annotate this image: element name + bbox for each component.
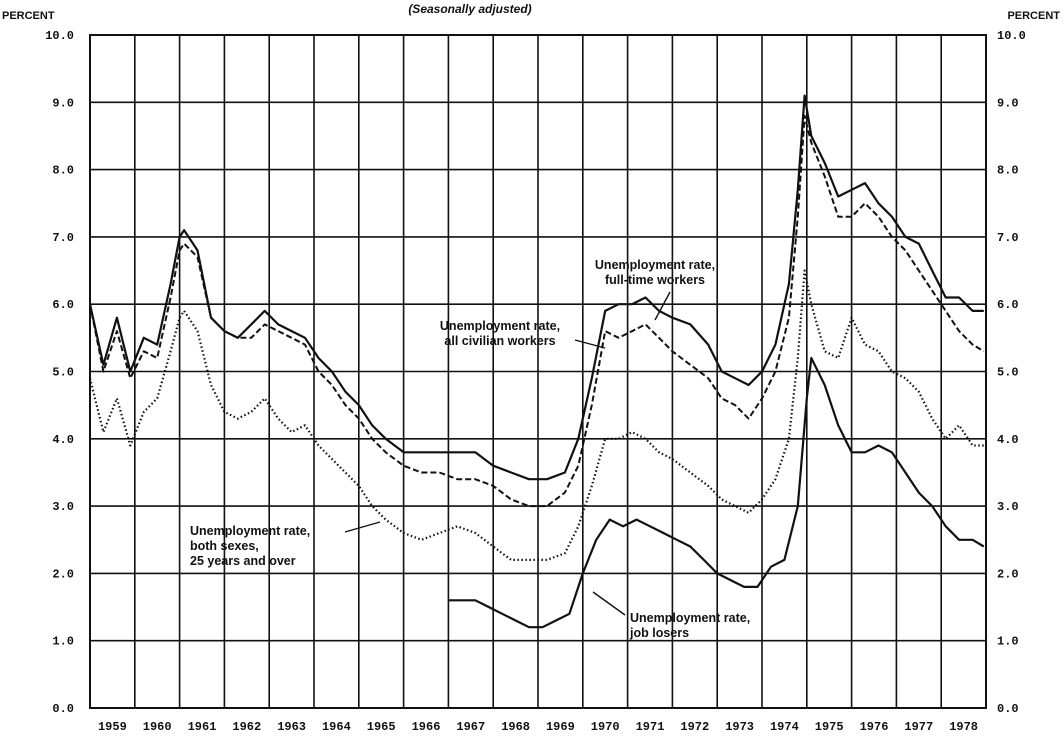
leader-line-job_losers <box>592 591 626 616</box>
y-tick-label-left: 3.0 <box>52 500 74 514</box>
x-tick-label: 1970 <box>591 720 620 734</box>
x-tick-label: 1967 <box>456 720 485 734</box>
annotation-all_civilian: Unemployment rate, all civilian workers <box>440 319 560 348</box>
x-tick-label: 1973 <box>725 720 754 734</box>
x-tick-label: 1972 <box>680 720 709 734</box>
series-group <box>88 94 985 629</box>
x-tick-label: 1977 <box>904 720 933 734</box>
x-tick-label: 1965 <box>367 720 396 734</box>
y-tick-label-right: 1.0 <box>997 635 1019 649</box>
y-tick-label-left: 7.0 <box>52 231 74 245</box>
y-tick-label-right: 2.0 <box>997 567 1019 581</box>
y-tick-label-left: 6.0 <box>52 298 74 312</box>
series-line-both_sexes_25 <box>88 269 984 561</box>
leader-line-both_sexes_25 <box>344 521 381 533</box>
x-tick-label: 1975 <box>815 720 844 734</box>
leader-line-fulltime <box>654 291 671 321</box>
y-unit-left: PERCENT <box>2 10 55 22</box>
annotations: Unemployment rate, full-time workers Unemp… <box>190 258 750 640</box>
x-tick-label: 1966 <box>412 720 441 734</box>
plot-frame <box>89 34 987 709</box>
x-tick-label: 1962 <box>232 720 261 734</box>
x-tick-label: 1978 <box>949 720 978 734</box>
y-tick-label-left: 1.0 <box>52 635 74 649</box>
y-tick-label-right: 4.0 <box>997 433 1019 447</box>
x-tick-label: 1961 <box>188 720 217 734</box>
y-tick-label-left: 5.0 <box>52 366 74 380</box>
y-tick-label-right: 7.0 <box>997 231 1019 245</box>
y-tick-labels-right: 0.0 1.0 2.0 3.0 4.0 5.0 6.0 7.0 8.0 9.0 10.0 <box>997 29 1026 716</box>
y-tick-label-right: 5.0 <box>997 366 1019 380</box>
x-tick-label: 1963 <box>277 720 306 734</box>
y-tick-label-right: 8.0 <box>997 164 1019 178</box>
x-tick-labels: 1959 1960 1961 1962 1963 1964 1965 1966 1967 1968… <box>98 720 978 734</box>
x-tick-label: 1964 <box>322 720 351 734</box>
y-tick-label-left: 2.0 <box>52 567 74 581</box>
x-tick-label: 1976 <box>860 720 889 734</box>
x-tick-label: 1968 <box>501 720 530 734</box>
y-tick-label-left: 0.0 <box>52 702 74 716</box>
series-line-job_losers <box>448 356 985 629</box>
annotation-both_sexes_25: Unemployment rate, both sexes, 25 years an… <box>190 524 310 568</box>
annotation-job_losers: Unemployment rate, job losers <box>629 611 750 640</box>
y-tick-labels-left: 0.0 1.0 2.0 3.0 4.0 5.0 6.0 7.0 8.0 9.0 10.0 <box>45 29 74 716</box>
y-tick-label-left: 10.0 <box>45 29 74 43</box>
x-tick-label: 1959 <box>98 720 127 734</box>
y-tick-label-left: 9.0 <box>52 96 74 110</box>
grid <box>90 34 986 709</box>
x-tick-label: 1969 <box>546 720 575 734</box>
series-line-all_civilian <box>89 114 985 508</box>
annotation-fulltime: Unemployment rate, full-time workers <box>595 258 715 287</box>
y-tick-label-left: 8.0 <box>52 164 74 178</box>
chart-subtitle: (Seasonally adjusted) <box>408 2 531 16</box>
x-tick-label: 1960 <box>143 720 172 734</box>
leader-line-all_civilian <box>574 339 606 349</box>
y-unit-right: PERCENT <box>1007 10 1060 22</box>
y-tick-label-left: 4.0 <box>52 433 74 447</box>
y-tick-label-right: 10.0 <box>997 29 1026 43</box>
y-tick-label-right: 9.0 <box>997 96 1019 110</box>
y-tick-label-right: 6.0 <box>997 298 1019 312</box>
x-tick-label: 1971 <box>636 720 665 734</box>
x-tick-label: 1974 <box>770 720 799 734</box>
series-line-fulltime <box>88 94 984 481</box>
y-tick-label-right: 0.0 <box>997 702 1019 716</box>
y-tick-label-right: 3.0 <box>997 500 1019 514</box>
